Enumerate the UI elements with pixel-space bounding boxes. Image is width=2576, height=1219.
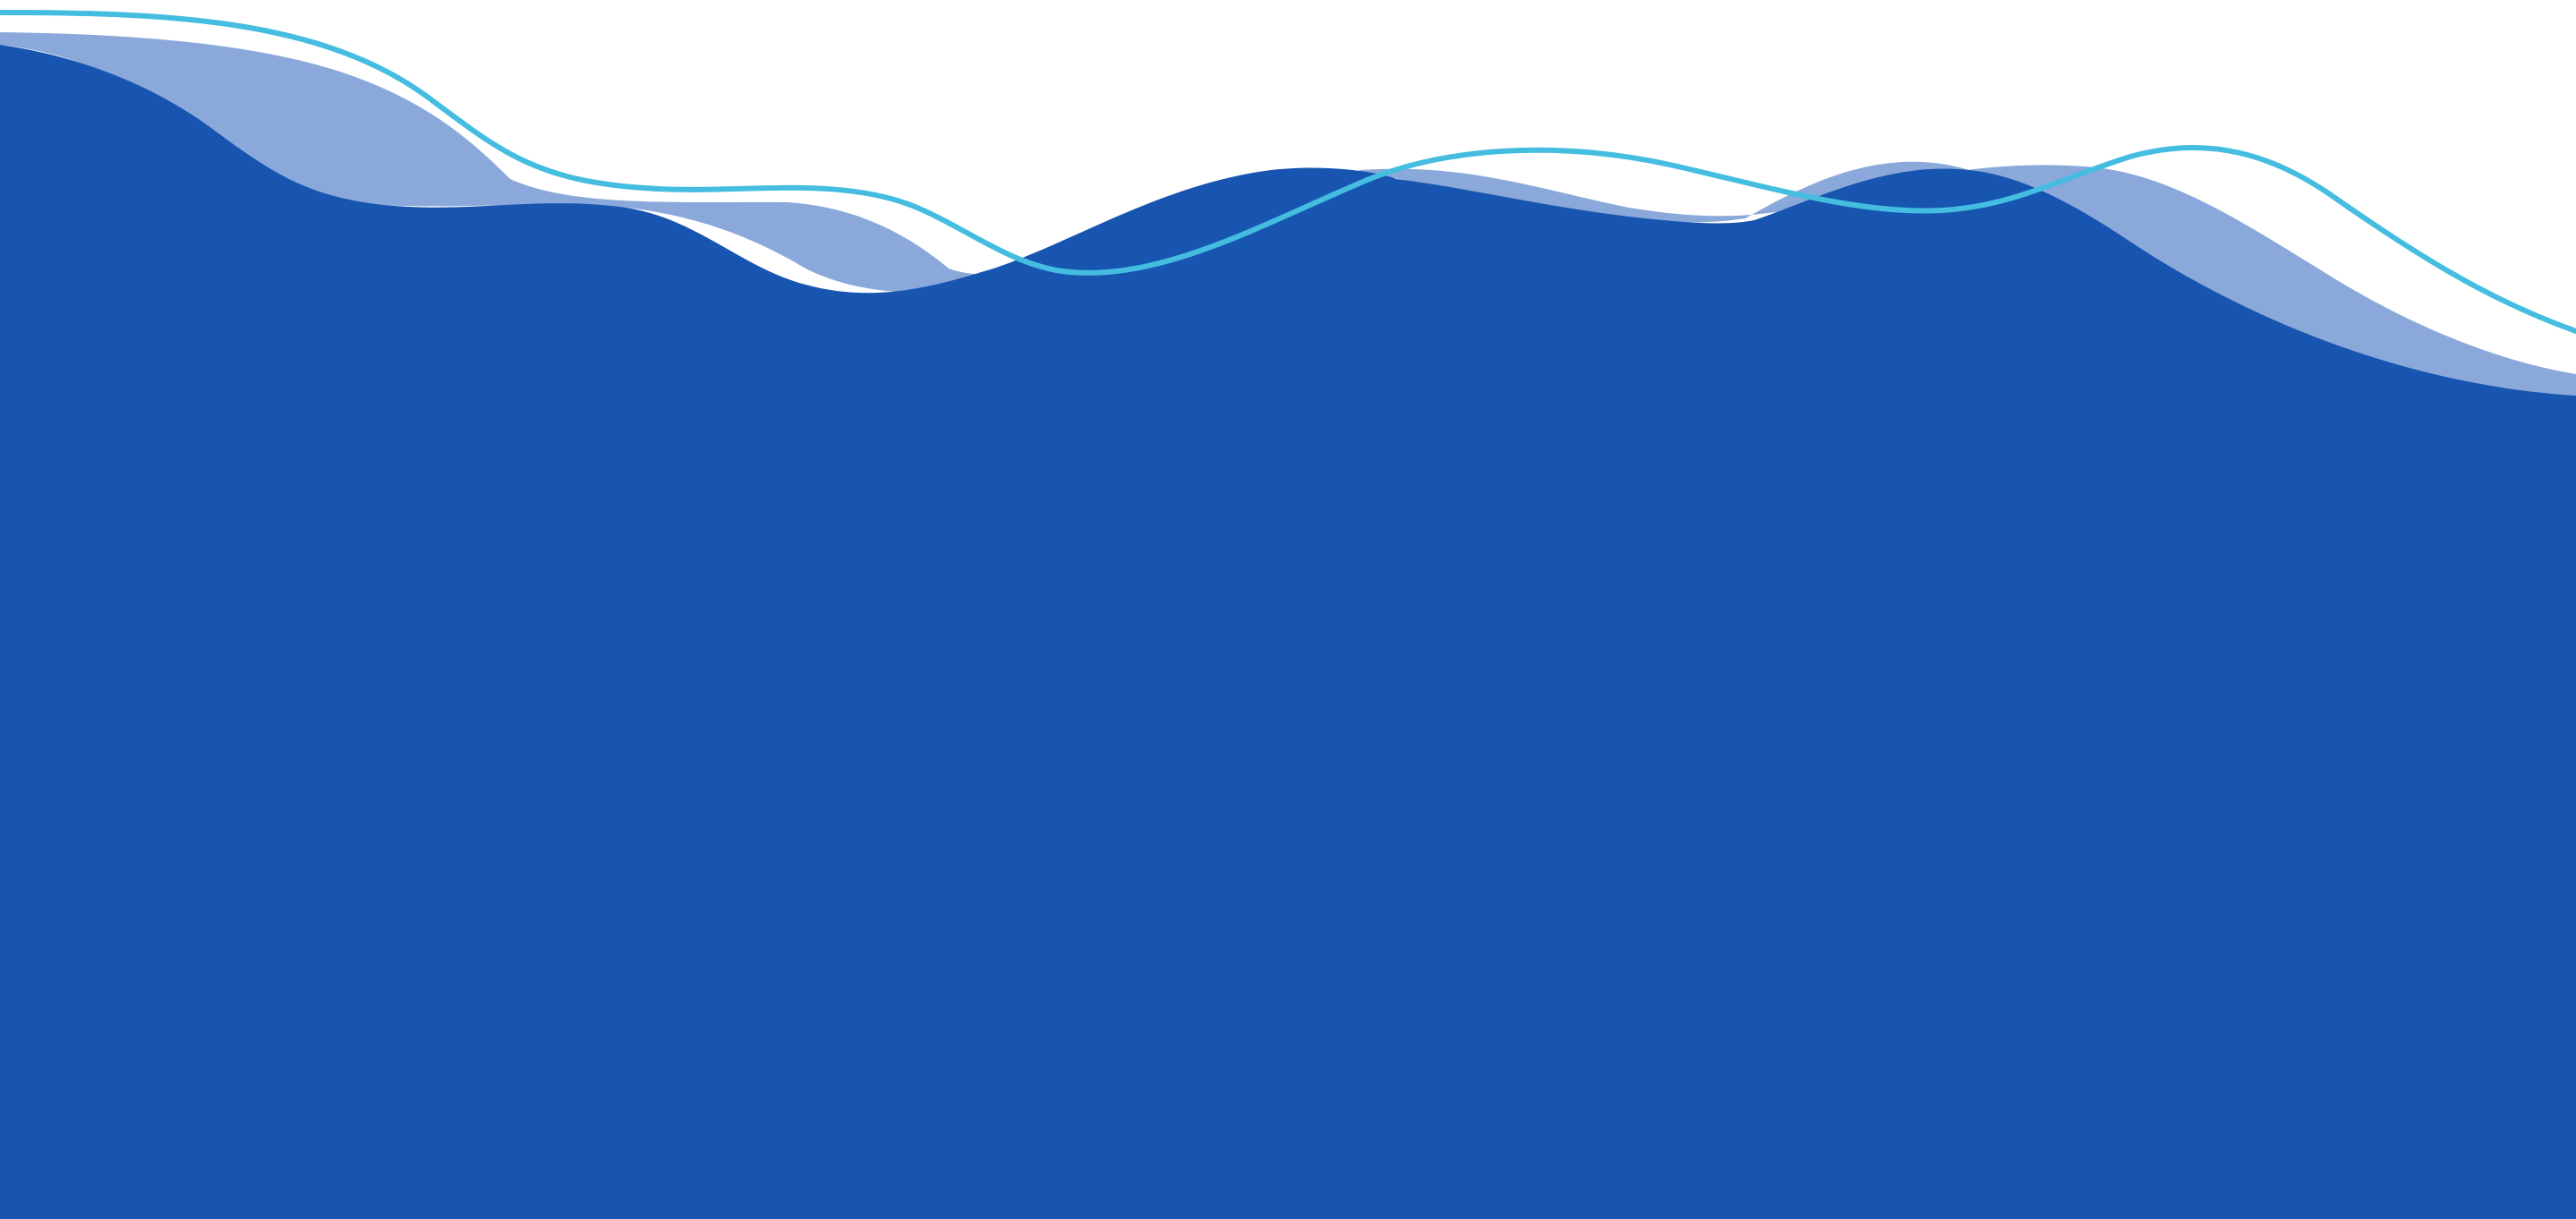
light-blue-wave-band (0, 32, 2576, 398)
dark-blue-wave-fill (0, 45, 2576, 1219)
cyan-wave-line (0, 10, 2576, 334)
